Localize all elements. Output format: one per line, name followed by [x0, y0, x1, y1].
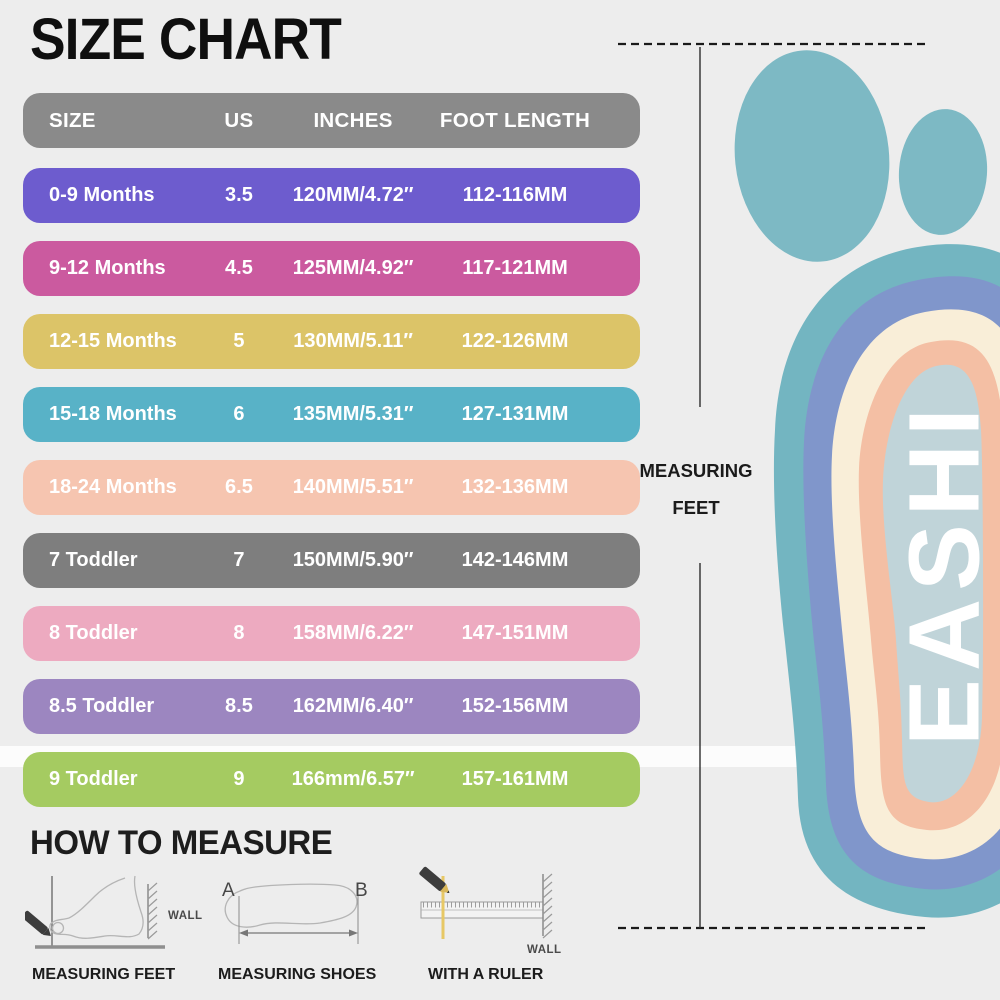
ruler-diagram [419, 866, 553, 939]
cell-size: 9-12 Months [49, 257, 166, 279]
pencil-icon-2 [419, 866, 450, 893]
cell-foot_length: 122-126MM [461, 330, 569, 352]
with-a-ruler-caption: WITH A RULER [428, 966, 544, 983]
size-table: SIZE US INCHES FOOT LENGTH 0-9 Months 3.5… [23, 93, 640, 825]
cell-inches: 166mm/6.57″ [291, 768, 415, 790]
measuring-feet-caption: MEASURING FEET [32, 966, 176, 983]
table-row: 0-9 Months 3.5 120MM/4.72″ 112-116MM [23, 168, 640, 223]
measuring-feet-line1: MEASURING [639, 460, 753, 481]
cell-inches: 150MM/5.90″ [292, 549, 414, 571]
table-row: 15-18 Months 6 135MM/5.31″ 127-131MM [23, 387, 640, 442]
cell-size: 0-9 Months [49, 184, 155, 206]
measuring-shoes-diagram [224, 883, 359, 944]
cell-size: 12-15 Months [49, 330, 177, 352]
foot-measuring-illustration [618, 42, 1000, 930]
table-row: 12-15 Months 5 130MM/5.11″ 122-126MM [23, 314, 640, 369]
cell-us: 7 [233, 549, 245, 571]
measuring-feet-line2: FEET [672, 497, 720, 518]
point-b-label: B [355, 880, 368, 901]
small-toe [898, 109, 988, 235]
shoe-sole-outline [224, 883, 358, 928]
measuring-feet-diagram [25, 875, 165, 949]
foot-outline-instep [68, 877, 126, 919]
table-row: 9 Toddler 9 166mm/6.57″ 157-161MM [23, 752, 640, 807]
table-row: 18-24 Months 6.5 140MM/5.51″ 132-136MM [23, 460, 640, 515]
cell-foot_length: 127-131MM [461, 403, 569, 425]
pencil-icon [25, 910, 51, 936]
cell-us: 4.5 [225, 257, 253, 279]
brand-text-vertical: EASHI [889, 400, 1000, 746]
arrowhead-left [239, 929, 248, 937]
cell-us: 8.5 [225, 695, 253, 717]
cell-us: 9 [233, 768, 245, 790]
cell-inches: 135MM/5.31″ [292, 403, 414, 425]
cell-us: 5 [233, 330, 245, 352]
wall-hatching [147, 882, 158, 940]
cell-inches: 120MM/4.72″ [292, 184, 414, 206]
col-header-foot-length: FOOT LENGTH [439, 108, 591, 132]
table-header: SIZE US INCHES FOOT LENGTH [23, 93, 640, 148]
point-a-label: A [222, 880, 235, 901]
table-row: 9-12 Months 4.5 125MM/4.92″ 117-121MM [23, 241, 640, 296]
wall-hatching-2 [542, 873, 553, 939]
cell-size: 9 Toddler [49, 768, 138, 790]
cell-foot_length: 152-156MM [461, 695, 569, 717]
brand-text: EASHI [888, 399, 1000, 746]
cell-inches: 125MM/4.92″ [292, 257, 414, 279]
cell-foot_length: 112-116MM [462, 184, 568, 206]
cell-inches: 130MM/5.11″ [293, 330, 413, 352]
cell-us: 6 [233, 403, 245, 425]
cell-inches: 158MM/6.22″ [292, 622, 414, 644]
cell-us: 6.5 [225, 476, 253, 498]
table-row: 7 Toddler 7 150MM/5.90″ 142-146MM [23, 533, 640, 588]
col-header-size: SIZE [49, 108, 96, 132]
size-table-rows: 0-9 Months 3.5 120MM/4.72″ 112-116MM 9-12 Mo… [23, 168, 640, 807]
cell-inches: 140MM/5.51″ [292, 476, 414, 498]
big-toe-outline [51, 921, 65, 935]
table-row: 8 Toddler 8 158MM/6.22″ 147-151MM [23, 606, 640, 661]
col-header-us: US [224, 108, 254, 132]
big-toe [734, 50, 890, 262]
table-row: 8.5 Toddler 8.5 162MM/6.40″ 152-156MM [23, 679, 640, 734]
cell-foot_length: 132-136MM [461, 476, 569, 498]
cell-foot_length: 117-121MM [462, 257, 568, 279]
wall-label-1: WALL [168, 910, 203, 922]
cell-size: 7 Toddler [49, 549, 138, 571]
measuring-shoes-caption: MEASURING SHOES [218, 966, 377, 983]
measuring-feet-label: MEASURING FEET [615, 452, 777, 526]
cell-foot_length: 157-161MM [461, 768, 569, 790]
foot-layer-center [882, 364, 984, 803]
page-title: SIZE CHART [30, 7, 342, 72]
cell-foot_length: 142-146MM [461, 549, 569, 571]
wall-label-2: WALL [527, 944, 562, 956]
cell-inches: 162MM/6.40″ [292, 695, 414, 717]
cell-size: 18-24 Months [49, 476, 177, 498]
col-header-inches: INCHES [313, 108, 393, 132]
cell-size: 15-18 Months [49, 403, 177, 425]
cell-size: 8.5 Toddler [49, 695, 155, 717]
cell-us: 3.5 [225, 184, 253, 206]
arrowhead-right [349, 929, 358, 937]
cell-foot_length: 147-151MM [461, 622, 569, 644]
foot-outline-sole [49, 875, 144, 939]
cell-size: 8 Toddler [49, 622, 138, 644]
how-to-measure-heading: HOW TO MEASURE [30, 824, 333, 862]
cell-us: 8 [233, 622, 245, 644]
